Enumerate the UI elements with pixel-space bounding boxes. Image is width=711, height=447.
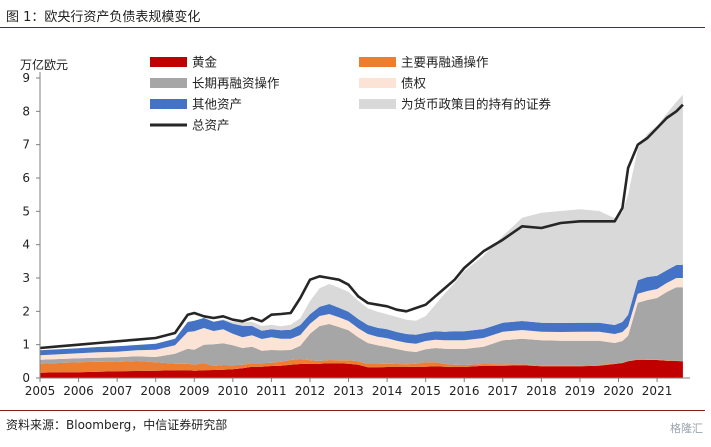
legend-item: 总资产 xyxy=(150,118,230,133)
y-tick-label: 7 xyxy=(22,138,30,152)
watermark-logo: 格隆汇 xyxy=(670,422,703,435)
x-tick-label: 2014 xyxy=(372,384,403,398)
x-tick-label: 2019 xyxy=(565,384,596,398)
x-tick-label: 2011 xyxy=(256,384,287,398)
y-tick-label: 1 xyxy=(22,338,30,352)
x-tick-label: 2017 xyxy=(488,384,519,398)
legend-item: 债权 xyxy=(359,76,427,91)
x-tick-label: 2006 xyxy=(63,384,94,398)
x-tick-label: 2020 xyxy=(603,384,634,398)
y-tick-label: 9 xyxy=(22,71,30,85)
legend-item: 其他资产 xyxy=(150,97,242,112)
area-series-1 xyxy=(40,359,683,373)
area-series-3 xyxy=(40,278,683,360)
legend-label: 总资产 xyxy=(192,118,230,133)
x-tick-label: 2008 xyxy=(140,384,171,398)
y-tick-label: 5 xyxy=(22,204,30,218)
legend-label: 债权 xyxy=(401,76,427,91)
area-series-2 xyxy=(40,287,683,366)
total-assets-line-group xyxy=(39,103,684,350)
x-tick-label: 2010 xyxy=(218,384,249,398)
y-tick-label: 0 xyxy=(22,371,30,385)
y-tick-label: 2 xyxy=(22,304,30,318)
legend-label: 主要再融通操作 xyxy=(401,55,489,70)
x-tick-label: 2012 xyxy=(295,384,326,398)
legend-label: 为货币政策目的持有的证券 xyxy=(401,97,552,112)
legend-swatch xyxy=(359,99,396,109)
area-series-5 xyxy=(40,94,683,351)
legend-swatch xyxy=(150,78,187,88)
legend-label: 其他资产 xyxy=(192,97,242,112)
title-rule xyxy=(0,27,705,28)
source-rule xyxy=(0,410,705,411)
y-tick-label: 4 xyxy=(22,238,30,252)
legend-label: 黄金 xyxy=(192,55,218,70)
total-assets-line xyxy=(39,103,684,350)
legend-item: 主要再融通操作 xyxy=(359,55,489,70)
legend-item: 为货币政策目的持有的证券 xyxy=(359,97,552,112)
x-tick-label: 2007 xyxy=(102,384,133,398)
legend-swatch xyxy=(359,57,396,67)
x-tick-label: 2015 xyxy=(410,384,441,398)
legend-swatch xyxy=(150,99,187,109)
x-tick-label: 2009 xyxy=(179,384,210,398)
y-tick-label: 3 xyxy=(22,271,30,285)
legend-item: 黄金 xyxy=(150,55,218,70)
x-tick-label: 2016 xyxy=(449,384,480,398)
eurozone-balance-sheet-chart: 万亿欧元 0 1 2 3 4 5 6 7 8 9 2005 2006 2007 2008 2009 2010 2… xyxy=(20,55,690,398)
figure-title: 图 1：欧央行资产负债表规模变化 xyxy=(6,10,201,25)
legend-item: 长期再融资操作 xyxy=(150,76,280,91)
y-axis-label: 万亿欧元 xyxy=(20,57,68,72)
axes: 0 1 2 3 4 5 6 7 8 9 2005 2006 2007 2008 2009 2010 2011 20… xyxy=(22,71,690,398)
x-tick-label: 2021 xyxy=(642,384,673,398)
stacked-areas xyxy=(40,94,683,378)
x-tick-label: 2018 xyxy=(526,384,557,398)
y-tick-label: 6 xyxy=(22,171,30,185)
x-tick-label: 2013 xyxy=(333,384,364,398)
legend-swatch xyxy=(150,57,187,67)
legend-label: 长期再融资操作 xyxy=(192,76,280,91)
x-tick-label: 2005 xyxy=(25,384,56,398)
y-tick-label: 8 xyxy=(22,104,30,118)
legend-swatch xyxy=(359,78,396,88)
area-series-0 xyxy=(40,359,683,378)
source-note: 资料来源：Bloomberg，中信证券研究部 xyxy=(6,418,228,432)
